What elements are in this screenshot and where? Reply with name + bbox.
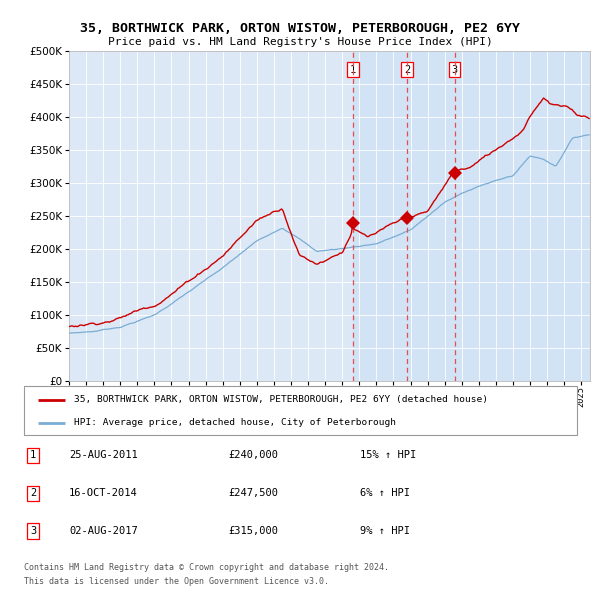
Text: 1: 1 [350, 65, 356, 75]
Text: 2: 2 [30, 489, 36, 498]
Text: 1: 1 [30, 451, 36, 460]
Text: 16-OCT-2014: 16-OCT-2014 [69, 489, 138, 498]
Text: 6% ↑ HPI: 6% ↑ HPI [360, 489, 410, 498]
Text: HPI: Average price, detached house, City of Peterborough: HPI: Average price, detached house, City… [74, 418, 396, 427]
Text: This data is licensed under the Open Government Licence v3.0.: This data is licensed under the Open Gov… [24, 576, 329, 586]
Text: 35, BORTHWICK PARK, ORTON WISTOW, PETERBOROUGH, PE2 6YY: 35, BORTHWICK PARK, ORTON WISTOW, PETERB… [80, 22, 520, 35]
Text: Price paid vs. HM Land Registry's House Price Index (HPI): Price paid vs. HM Land Registry's House … [107, 38, 493, 47]
Text: 3: 3 [451, 65, 458, 75]
Text: Contains HM Land Registry data © Crown copyright and database right 2024.: Contains HM Land Registry data © Crown c… [24, 563, 389, 572]
Text: 02-AUG-2017: 02-AUG-2017 [69, 526, 138, 536]
Text: 35, BORTHWICK PARK, ORTON WISTOW, PETERBOROUGH, PE2 6YY (detached house): 35, BORTHWICK PARK, ORTON WISTOW, PETERB… [74, 395, 488, 405]
Text: 2: 2 [404, 65, 410, 75]
Text: £247,500: £247,500 [228, 489, 278, 498]
Text: £240,000: £240,000 [228, 451, 278, 460]
Text: 9% ↑ HPI: 9% ↑ HPI [360, 526, 410, 536]
Text: 15% ↑ HPI: 15% ↑ HPI [360, 451, 416, 460]
Text: 3: 3 [30, 526, 36, 536]
Text: 25-AUG-2011: 25-AUG-2011 [69, 451, 138, 460]
Bar [353, 51, 590, 381]
Text: £315,000: £315,000 [228, 526, 278, 536]
